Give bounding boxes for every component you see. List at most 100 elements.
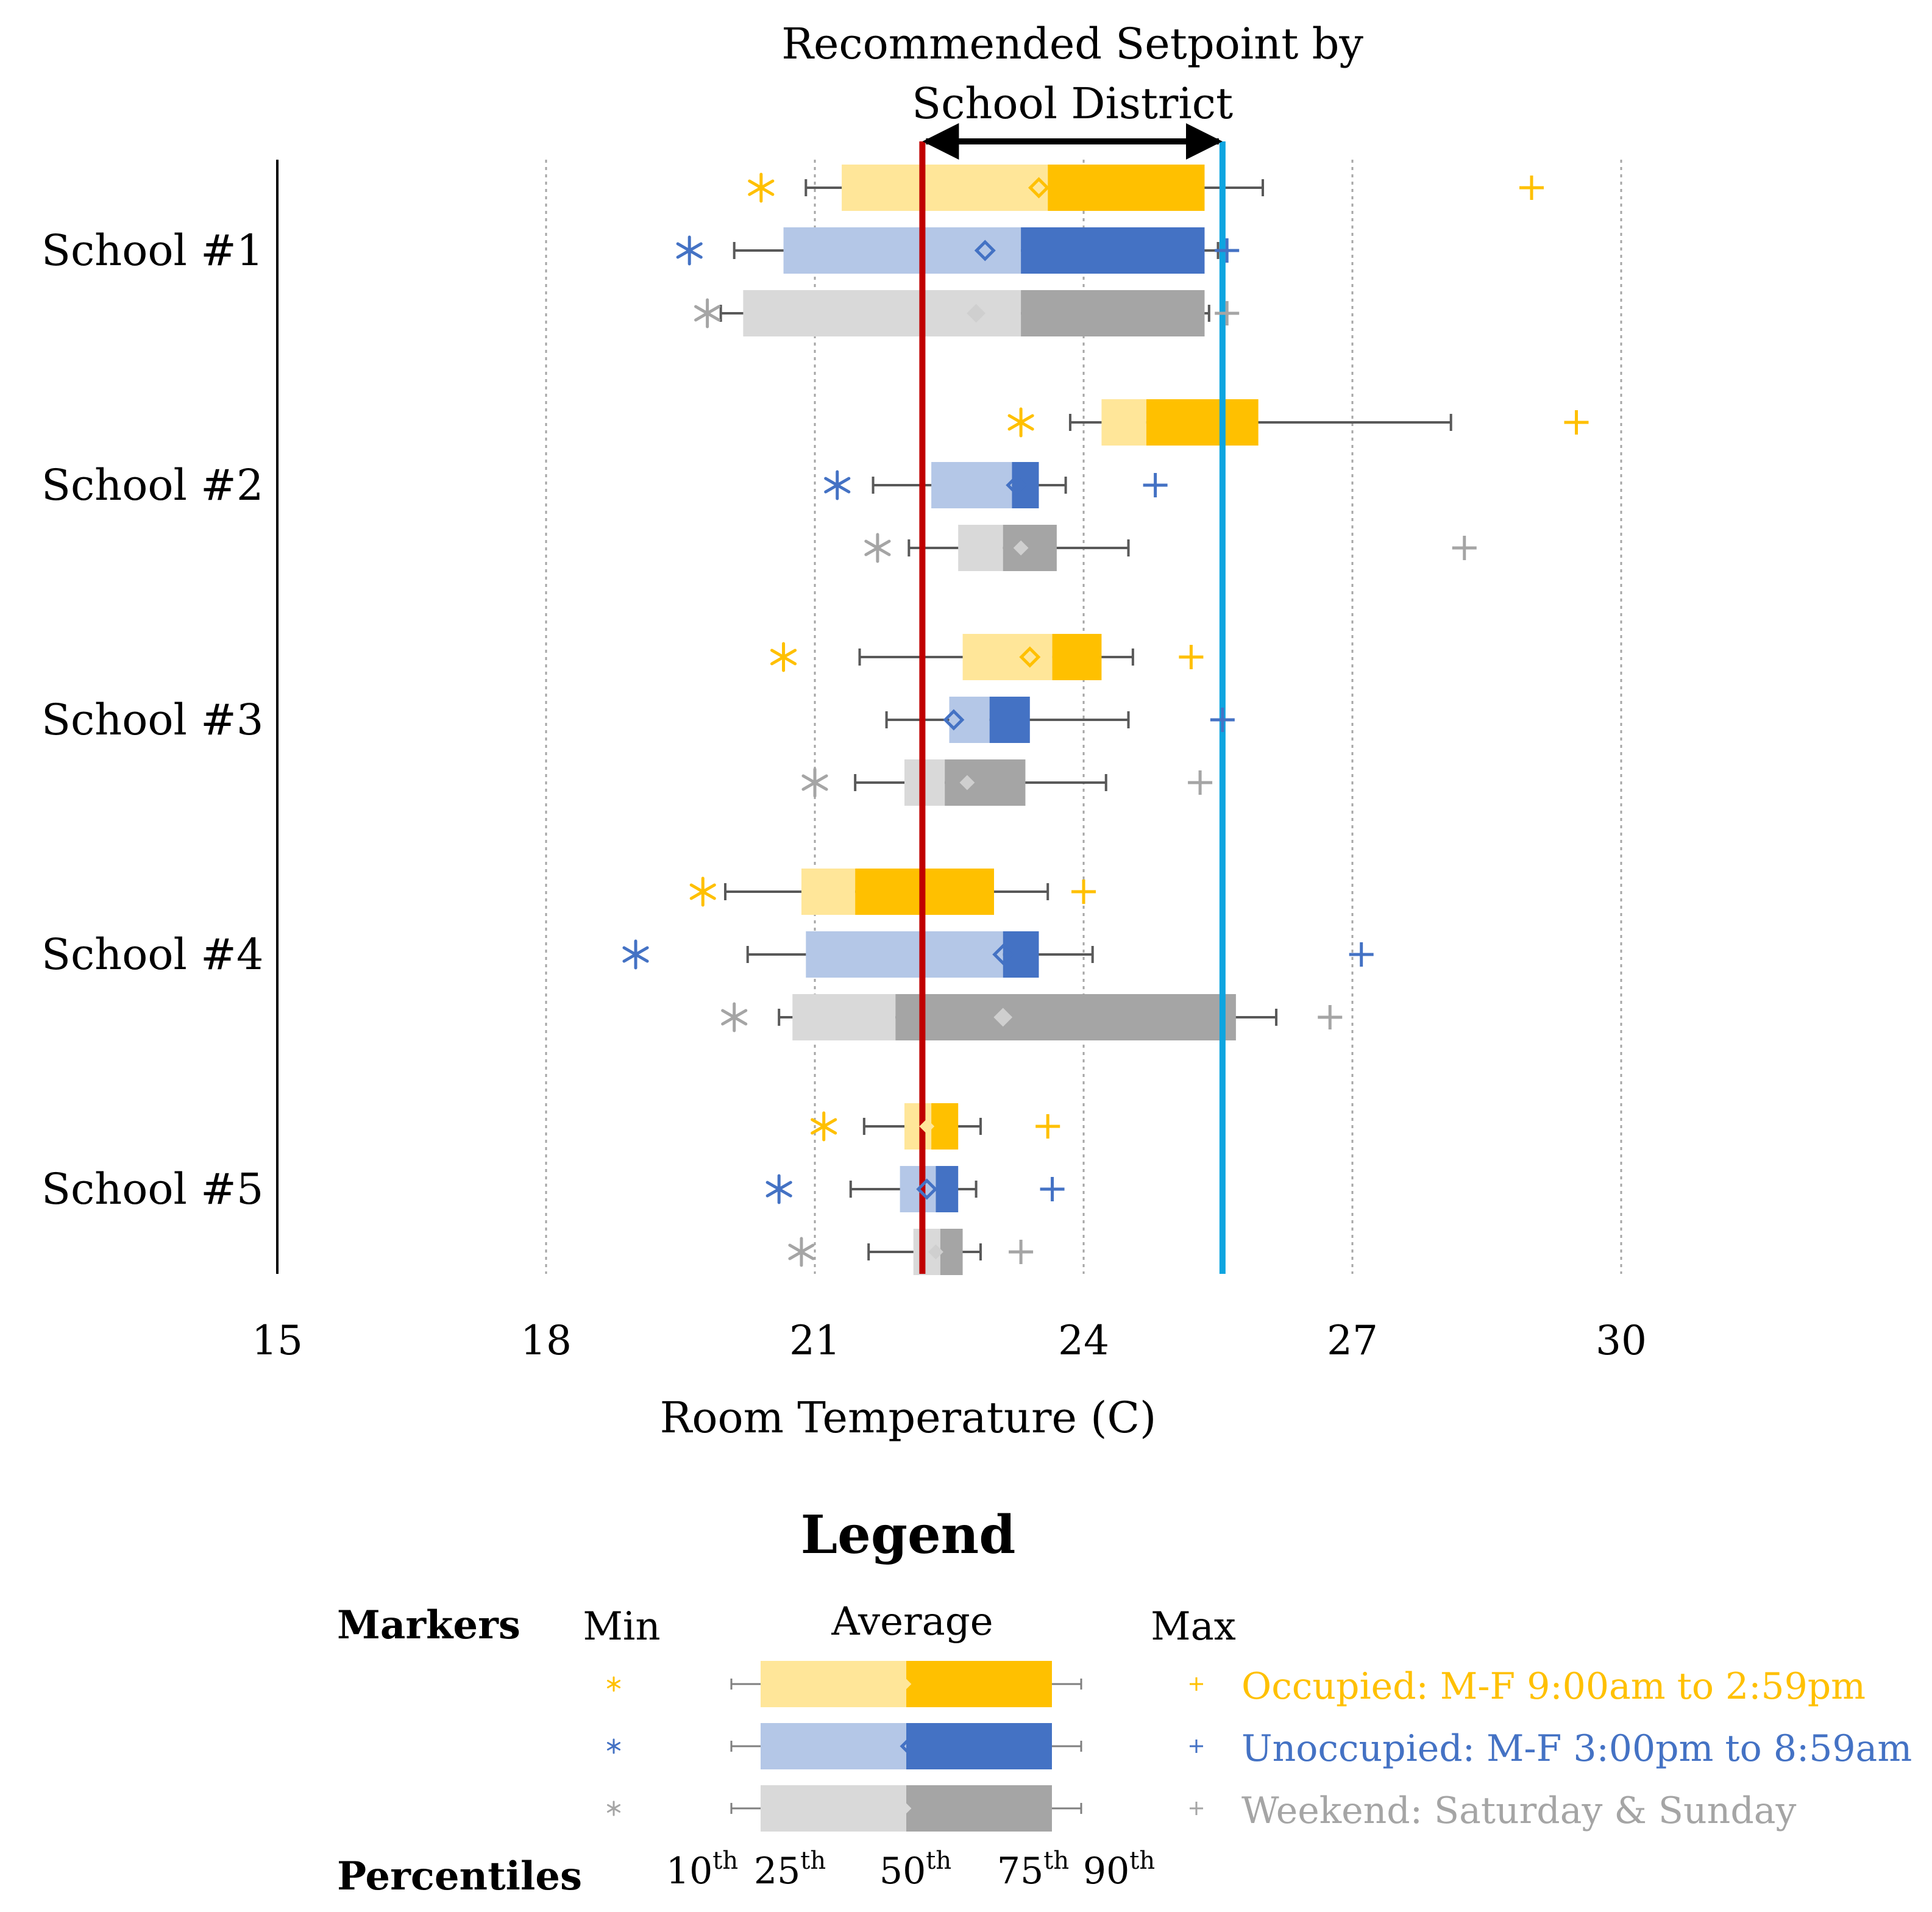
max-marker [1188,770,1213,795]
min-marker [770,642,797,672]
legend-box-lower [761,1785,906,1832]
average-marker [1019,646,1041,668]
max-marker [1349,942,1374,967]
min-marker [788,1237,815,1267]
percentile-number: 90 [1083,1850,1129,1892]
average-marker [916,1178,938,1200]
legend-box-lower [761,1723,906,1769]
percentile-suffix: th [1129,1847,1155,1875]
legend-series-label: Weekend: Saturday & Sunday [1241,1789,1797,1832]
box-upper [1048,165,1205,211]
legend-series-label: Occupied: M-F 9:00am to 2:59pm [1241,1665,1866,1708]
legend-percentile-label: 25th [754,1847,826,1892]
min-marker [721,1002,748,1032]
box-upper [1021,290,1205,336]
min-marker-stroke [801,774,828,791]
box-upper [940,1229,963,1275]
percentile-suffix: th [926,1847,951,1875]
legend-percentiles-label: Percentiles [337,1853,582,1899]
school-label: School #2 [41,460,263,510]
box-upper [1052,634,1102,680]
average-marker [928,1244,943,1260]
min-marker-stroke [788,1243,815,1260]
min-marker [694,298,721,329]
box-lower [842,165,1048,211]
min-marker [689,876,716,907]
legend-max-marker [1190,1740,1203,1753]
box-upper [895,994,1236,1040]
max-marker [1009,1240,1034,1264]
legend-average-marker [901,1679,912,1690]
annotation-line-2: School District [912,79,1233,129]
min-marker-stroke [864,539,891,556]
school-label: School #4 [41,929,263,979]
min-marker-stroke [606,1804,621,1813]
legend-series-label: Unoccupied: M-F 3:00pm to 8:59am [1241,1727,1912,1770]
average-marker [1189,411,1211,433]
legend-average-marker [900,1740,913,1753]
min-marker-stroke [694,305,721,322]
school-label: School #5 [41,1164,263,1214]
average-marker [1006,474,1028,496]
average-marker [871,881,893,903]
min-marker-stroke [748,179,775,196]
legend-max-marker [1190,1802,1203,1815]
legend-markers-label: Markers [337,1602,520,1648]
percentile-suffix: th [712,1847,738,1875]
min-marker-stroke [770,649,797,666]
min-marker-stroke [676,242,703,259]
max-marker [1035,1114,1060,1139]
max-marker [1452,536,1477,560]
legend-box-upper [906,1785,1052,1832]
box-upper [1146,399,1259,446]
average-marker [1028,177,1050,199]
x-tick-label: 24 [1058,1317,1109,1364]
legend-min-label: Min [583,1604,660,1649]
annotation-line-1: Recommended Setpoint by [781,19,1363,69]
min-marker [864,533,891,563]
box-lower [1101,399,1146,446]
min-marker [622,939,649,970]
box-lower [958,525,1003,571]
legend-box-upper [906,1661,1052,1707]
legend-percentile-label: 10th [666,1847,738,1892]
max-marker [1071,880,1096,904]
average-marker [992,944,1014,965]
min-marker-stroke [811,1118,837,1135]
min-marker [1007,407,1034,438]
box-upper [931,1103,959,1150]
max-marker [1040,1177,1065,1201]
average-marker [919,1118,935,1134]
box-lower [931,462,1012,508]
box-upper [936,1166,959,1212]
min-marker [801,767,828,798]
max-marker [1215,238,1240,263]
percentile-number: 75 [997,1850,1043,1892]
min-marker [765,1174,792,1204]
school-label: School #3 [41,695,263,745]
legend-box-lower [761,1661,906,1707]
box-lower [792,994,896,1040]
box-upper [1003,931,1039,978]
min-marker-stroke [606,1680,621,1688]
min-marker-stroke [622,946,649,963]
percentile-number: 50 [879,1850,926,1892]
min-marker [676,235,703,266]
min-marker-stroke [765,1181,792,1198]
max-marker [1318,1005,1343,1029]
legend-percentile-label: 75th [997,1847,1069,1892]
min-marker [824,470,851,500]
legend-min-marker [606,1676,621,1692]
average-marker [1013,540,1029,556]
box-upper [1003,525,1057,571]
percentile-suffix: th [800,1847,826,1875]
average-marker [943,709,965,731]
max-marker [1210,708,1235,732]
average-marker [974,240,996,261]
min-marker-stroke [1007,414,1034,431]
max-marker [1564,410,1589,435]
legend-min-marker [606,1800,621,1816]
average-marker [967,304,986,323]
max-marker [1143,473,1168,497]
box-upper [989,697,1030,743]
